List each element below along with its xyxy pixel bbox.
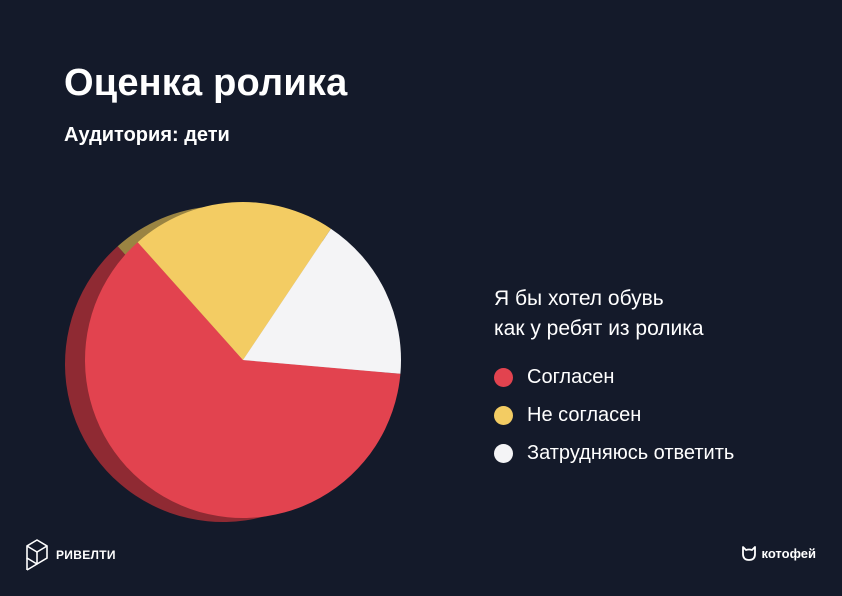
- pie-slice-1: [137, 201, 331, 360]
- legend-label: Не согласен: [527, 403, 642, 426]
- page-subtitle: Аудитория: дети: [64, 124, 230, 146]
- legend-label: Затрудняюсь ответить: [527, 441, 735, 464]
- rivelti-cube-icon: [26, 539, 48, 571]
- legend-label: Согласен: [527, 365, 615, 388]
- chart-title: Я бы хотел обувь как у ребят из ролика: [494, 284, 824, 344]
- page-title: Оценка ролика: [64, 62, 348, 104]
- rivelti-logo-text: РИВЕЛТИ: [56, 548, 116, 562]
- kotofey-logo: котофей: [741, 545, 816, 561]
- legend-marker: [494, 443, 513, 463]
- legend-marker: [494, 367, 513, 387]
- legend-item-undecided: Затрудняюсь ответить: [494, 434, 824, 472]
- chart-title-line-1: Я бы хотел обувь: [494, 287, 664, 310]
- chart-legend: Я бы хотел обувь как у ребят из ролика С…: [494, 284, 824, 472]
- chart-title-line-2: как у ребят из ролика: [494, 317, 704, 340]
- pie-slice-2: [243, 228, 402, 374]
- cat-head-icon: [742, 546, 757, 561]
- rivelti-logo: РИВЕЛТИ: [26, 539, 116, 571]
- legend-item-disagree: Не согласен: [494, 396, 824, 434]
- pie-slice-0: [84, 242, 401, 519]
- kotofey-logo-text: котофей: [761, 545, 816, 561]
- legend-marker: [494, 405, 513, 425]
- legend-item-agree: Согласен: [494, 358, 824, 396]
